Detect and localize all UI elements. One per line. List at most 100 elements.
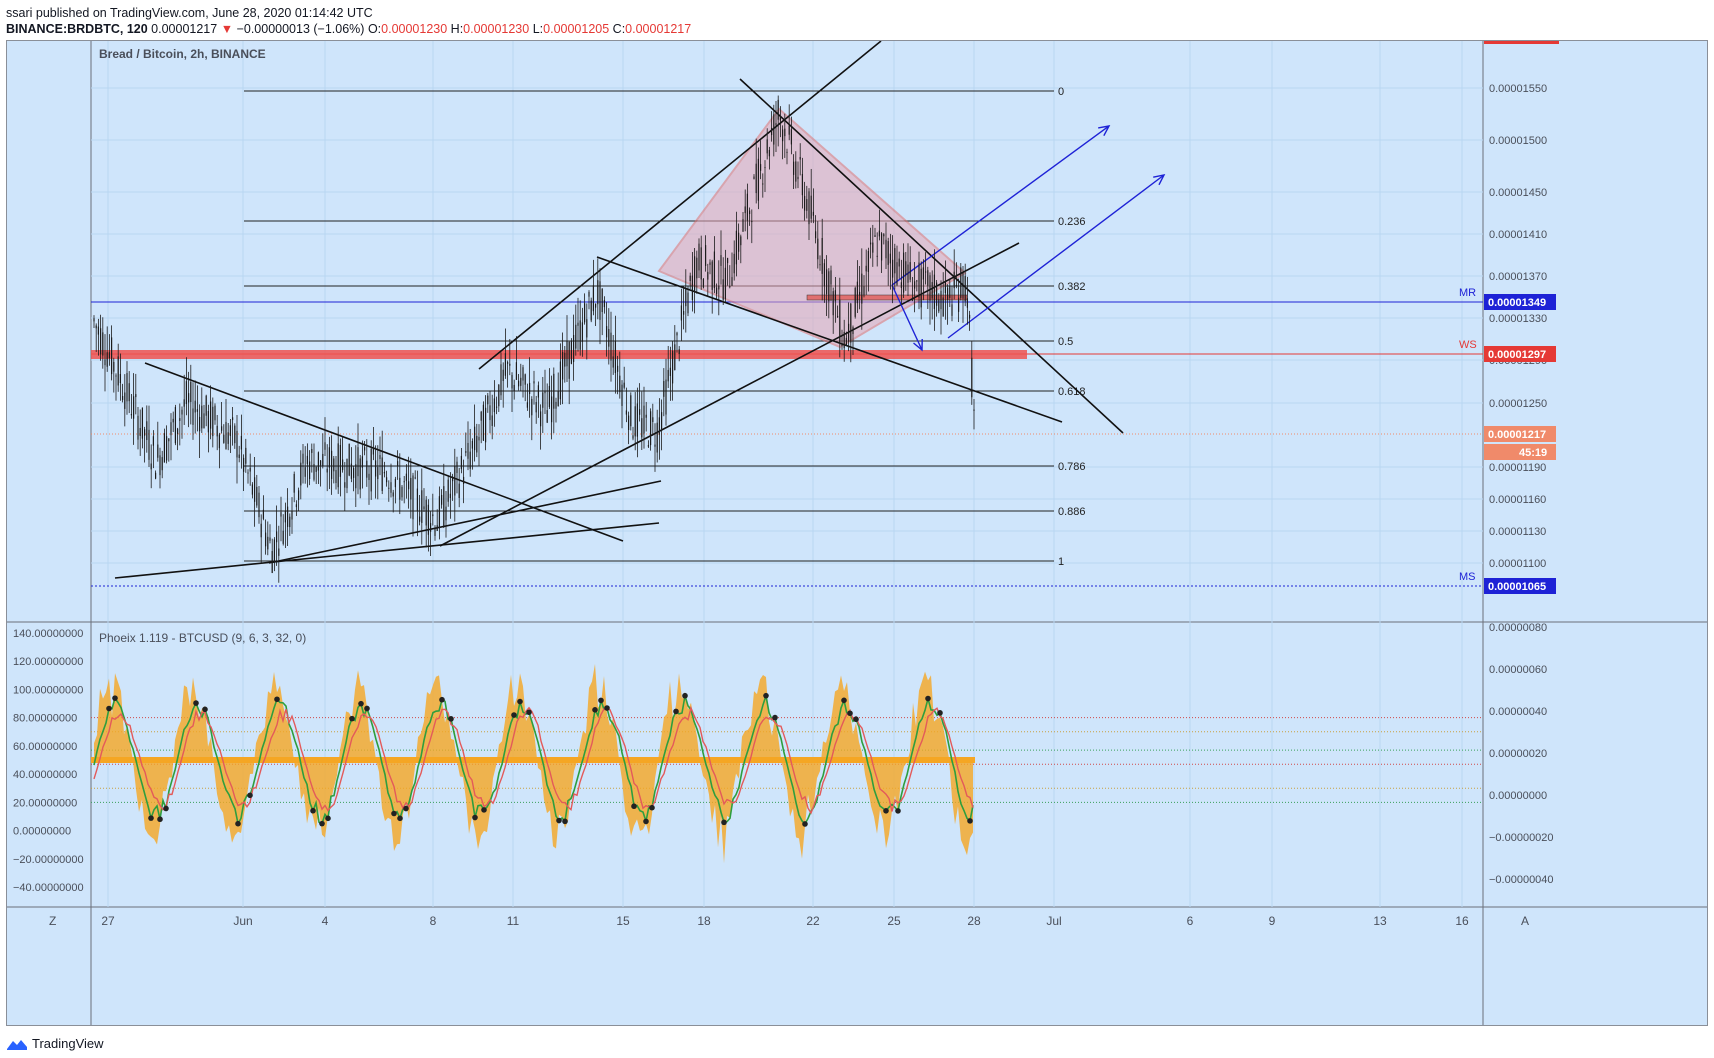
candle bbox=[170, 413, 172, 461]
candle-body bbox=[731, 277, 733, 286]
candle-body bbox=[801, 173, 803, 196]
osc-left-tick: 80.00000000 bbox=[13, 713, 77, 725]
candle bbox=[399, 453, 401, 515]
candle-body bbox=[557, 391, 559, 407]
candle-body bbox=[634, 406, 636, 437]
candle bbox=[192, 382, 194, 440]
candle bbox=[256, 474, 258, 508]
candle-body bbox=[353, 467, 355, 478]
candle-body bbox=[425, 499, 427, 526]
candle-body bbox=[716, 287, 718, 294]
candle bbox=[529, 357, 531, 418]
candle bbox=[474, 404, 476, 462]
candle-body bbox=[454, 466, 456, 496]
candle-body bbox=[306, 455, 308, 465]
candle-body bbox=[302, 453, 304, 464]
candle-body bbox=[185, 381, 187, 405]
candle bbox=[236, 415, 238, 484]
candle bbox=[581, 307, 583, 357]
oscillator-zero-band bbox=[91, 757, 975, 763]
candle bbox=[135, 373, 137, 415]
candle-body bbox=[661, 412, 663, 430]
signal-dot bbox=[895, 808, 901, 814]
candle bbox=[438, 486, 440, 540]
candle-body bbox=[478, 436, 480, 441]
candle bbox=[760, 140, 762, 180]
candle-body bbox=[821, 237, 823, 274]
candle-body bbox=[907, 264, 909, 283]
candle bbox=[724, 249, 726, 303]
candle-body bbox=[254, 477, 256, 502]
candle-body bbox=[368, 473, 370, 481]
candle-body bbox=[969, 314, 971, 319]
candle bbox=[610, 311, 612, 382]
candle bbox=[823, 259, 825, 303]
candle bbox=[874, 227, 876, 238]
candle bbox=[614, 315, 616, 394]
signal-dot bbox=[631, 803, 637, 810]
candle-body bbox=[859, 291, 861, 296]
candle bbox=[454, 448, 456, 522]
y-tick-label: 0.00001100 bbox=[1489, 558, 1546, 570]
candle bbox=[940, 280, 942, 335]
candle-body bbox=[839, 299, 841, 343]
candle bbox=[916, 279, 918, 292]
candle bbox=[377, 445, 379, 500]
candle bbox=[260, 514, 262, 564]
oscillator-green-line bbox=[93, 695, 974, 826]
candle bbox=[826, 255, 828, 317]
candle-body bbox=[410, 477, 412, 500]
candle-body bbox=[687, 292, 689, 314]
candle-body bbox=[350, 463, 352, 479]
candle-body bbox=[949, 286, 951, 298]
candle-body bbox=[601, 288, 603, 313]
candle-body bbox=[544, 391, 546, 394]
candle bbox=[408, 456, 410, 509]
signal-dot bbox=[682, 692, 688, 699]
candle bbox=[599, 268, 601, 345]
candle-body bbox=[381, 457, 383, 491]
candle bbox=[973, 399, 975, 430]
x-tick-label: 8 bbox=[430, 914, 437, 928]
candle bbox=[489, 390, 491, 434]
candle-body bbox=[612, 356, 614, 368]
left-corner-label[interactable]: Z bbox=[49, 914, 56, 928]
candle-body bbox=[122, 396, 124, 400]
candle bbox=[951, 285, 953, 322]
candle-body bbox=[432, 514, 434, 517]
candle bbox=[716, 283, 718, 299]
candle bbox=[619, 351, 621, 399]
candle-body bbox=[117, 356, 119, 386]
candle bbox=[942, 272, 944, 317]
candle bbox=[485, 395, 487, 451]
candle bbox=[936, 280, 938, 317]
candle bbox=[405, 464, 407, 499]
candle bbox=[762, 173, 764, 198]
candle bbox=[172, 411, 174, 433]
chart-panel[interactable]: 0 0.236 0.382 0.5 0.618 0.786 0.886 1 27 Jun 4 8 11… bbox=[6, 40, 1708, 1026]
candle-body bbox=[592, 285, 594, 312]
candle bbox=[856, 260, 858, 313]
candle-body bbox=[953, 271, 955, 289]
footer-brand[interactable]: TradingView bbox=[6, 1036, 104, 1051]
candle bbox=[551, 375, 553, 440]
candle bbox=[383, 461, 385, 478]
y-tick-label: 0.00001550 bbox=[1489, 83, 1547, 95]
oscillator-series bbox=[91, 664, 1483, 864]
candle-body bbox=[196, 409, 198, 412]
price-label-box bbox=[1484, 578, 1556, 594]
right-corner-label[interactable]: A bbox=[1521, 914, 1529, 928]
candle-body bbox=[933, 274, 935, 310]
candle-body bbox=[922, 267, 924, 280]
chart-canvas[interactable]: 0 0.236 0.382 0.5 0.618 0.786 0.886 1 27 Jun 4 8 11… bbox=[7, 41, 1707, 1025]
signal-dot bbox=[925, 695, 931, 702]
candle-body bbox=[399, 477, 401, 500]
candle-body bbox=[914, 281, 916, 289]
candle bbox=[608, 308, 610, 365]
candle-body bbox=[872, 242, 874, 253]
candle-body bbox=[533, 381, 535, 384]
candle-body bbox=[707, 271, 709, 280]
candle-body bbox=[471, 440, 473, 449]
candle bbox=[119, 353, 121, 401]
candle bbox=[243, 454, 245, 491]
